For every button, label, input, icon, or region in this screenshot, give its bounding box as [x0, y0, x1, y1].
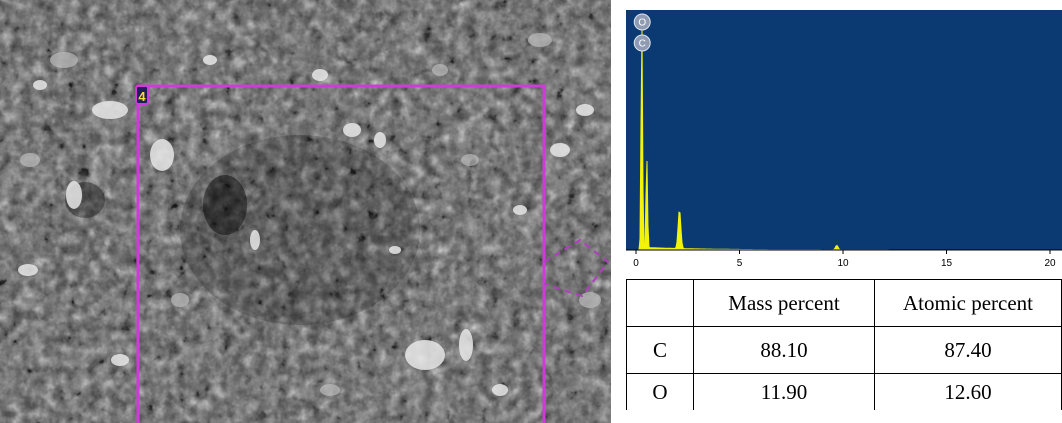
- peak-label-c: C: [639, 39, 646, 50]
- roi-connector: [543, 238, 610, 298]
- atomic-percent-cell: 87.40: [874, 326, 1062, 374]
- sem-texture: [0, 0, 611, 423]
- element-cell: O: [626, 373, 694, 410]
- mass-percent-cell: 11.90: [693, 373, 875, 410]
- table-row: C 88.10 87.40: [626, 326, 1062, 374]
- x-tick-label: 0: [633, 258, 639, 269]
- peak-marker-o: [633, 13, 651, 31]
- sem-micrograph: 4: [0, 0, 611, 423]
- composition-table: Mass percent Atomic percent C 88.10 87.4…: [626, 279, 1062, 410]
- peak-label-o: O: [638, 18, 646, 29]
- header-atomic-percent: Atomic percent: [874, 279, 1062, 327]
- x-tick-label: 10: [837, 258, 849, 269]
- spectrum-background: [626, 10, 1062, 250]
- atomic-percent-cell: 12.60: [874, 373, 1062, 410]
- roi-label: 4: [135, 85, 149, 105]
- x-tick-label: 20: [1044, 258, 1056, 269]
- element-cell: C: [626, 326, 694, 374]
- table-row: O 11.90 12.60: [626, 373, 1062, 410]
- header-element: [626, 279, 694, 327]
- x-tick-label: 15: [941, 258, 953, 269]
- x-tick-label: 5: [737, 258, 743, 269]
- mass-percent-cell: 88.10: [693, 326, 875, 374]
- peak-marker-c: [633, 34, 651, 52]
- table-header-row: Mass percent Atomic percent: [626, 279, 1062, 327]
- header-mass-percent: Mass percent: [693, 279, 875, 327]
- roi-frame: [136, 84, 546, 423]
- spectrum-x-axis: 0 5 10 15 20: [626, 249, 1062, 269]
- peak-markers: OC: [633, 13, 651, 52]
- spectrum-plot: 0 5 10 15 20 OC: [626, 10, 1062, 269]
